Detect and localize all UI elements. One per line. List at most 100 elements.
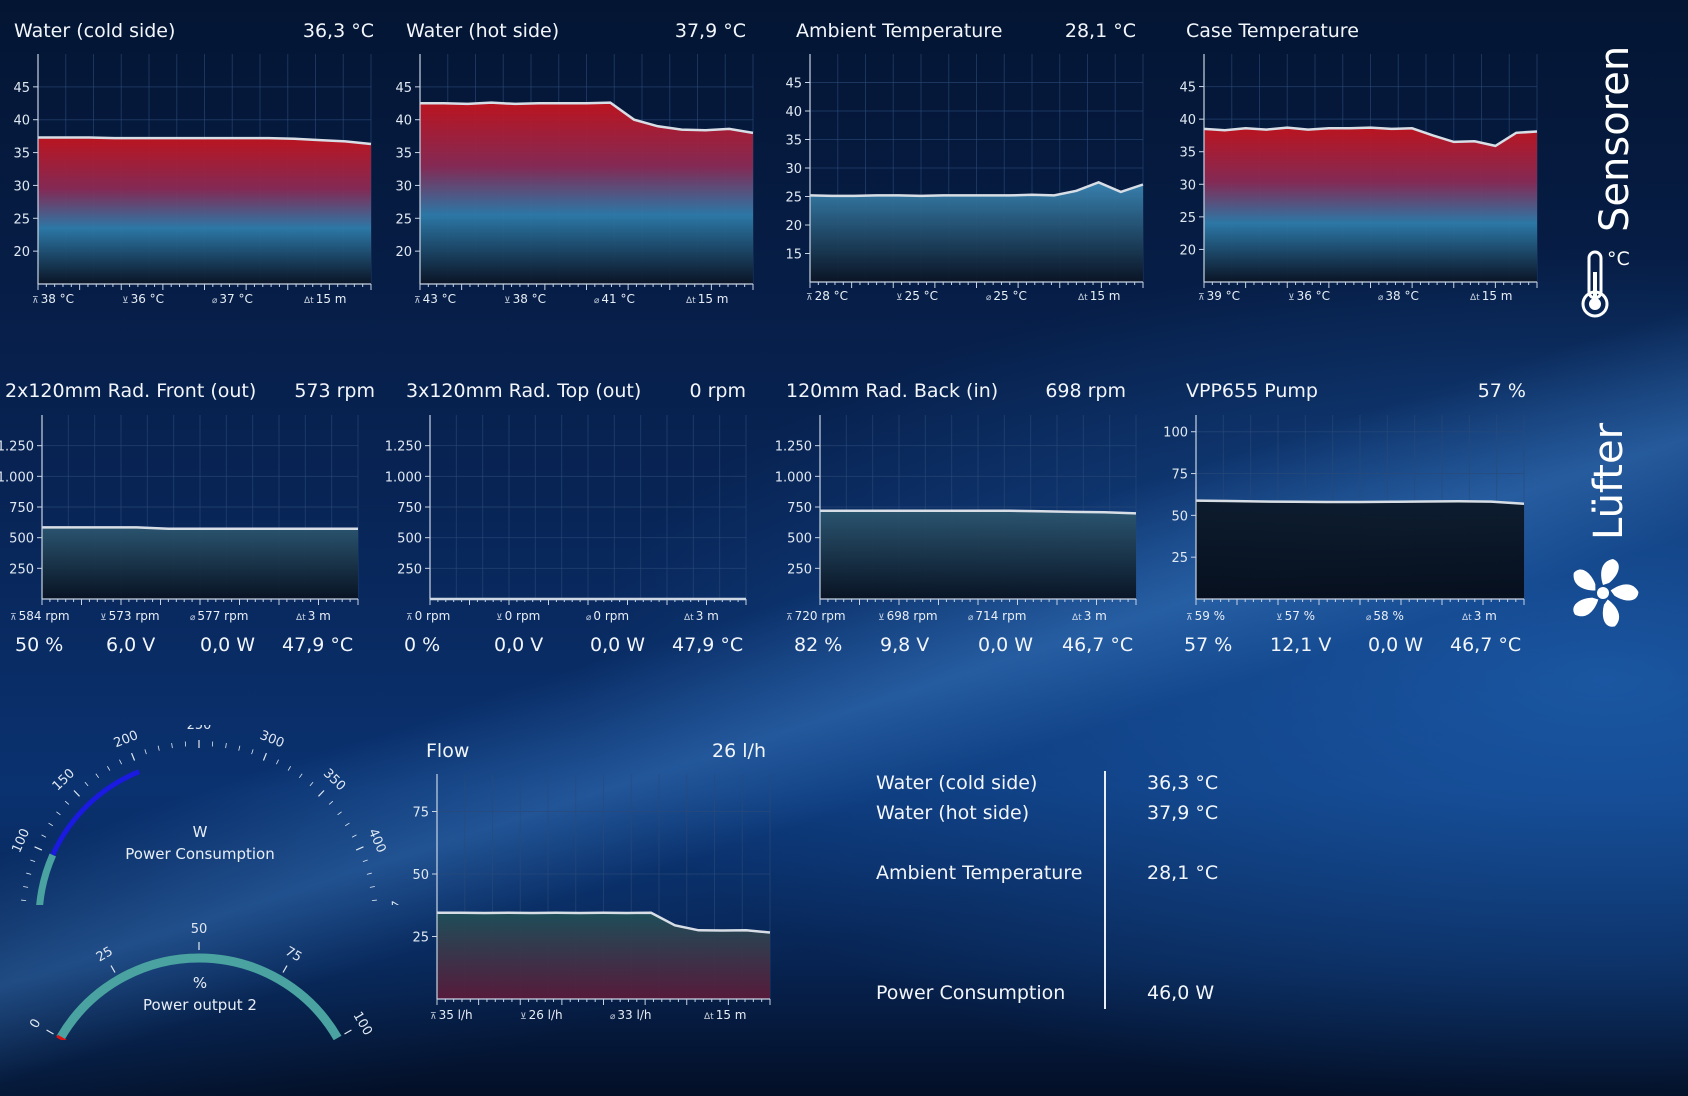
y-tick-label: 1.250 xyxy=(775,440,812,455)
y-tick-label: 25 xyxy=(785,191,802,206)
y-tick-label: 20 xyxy=(785,219,802,234)
gauge-minor-tick xyxy=(157,745,160,751)
series-area xyxy=(820,510,1136,599)
y-tick-label: 25 xyxy=(1179,211,1196,226)
fan-reading-duty: 57 % xyxy=(1184,634,1233,656)
gauge-minor-tick xyxy=(171,743,173,749)
gauge-minor-tick xyxy=(48,822,53,827)
summary-label: Water (cold side) xyxy=(876,772,1038,794)
chart-fans-1: 1.250 1.000 750 500 250 xyxy=(385,415,747,605)
stat-span: Δt 15 m xyxy=(1078,289,1121,303)
chart-fans-2: 1.250 1.000 750 500 250 xyxy=(775,415,1137,605)
fan-reading-duty: 50 % xyxy=(15,634,64,656)
series-area xyxy=(420,102,753,284)
y-tick-label: 45 xyxy=(1179,81,1196,96)
y-tick-label: 500 xyxy=(397,532,422,547)
panel-title: 3x120mm Rad. Top (out) xyxy=(406,380,642,402)
sensors-section-label: Sensoren xyxy=(1592,45,1638,232)
sensor-panel-water-hot: Water (hot side) 37,9 °C xyxy=(406,20,746,310)
panel-title: Water (cold side) xyxy=(14,20,176,42)
stat-min: ⊻ 38 °C xyxy=(504,292,547,306)
series-area xyxy=(1204,127,1537,282)
y-tick-label: 40 xyxy=(1179,113,1196,128)
stat-avg: ⌀ 38 °C xyxy=(1378,289,1419,303)
stat-span: Δt 3 m xyxy=(1462,609,1497,623)
y-tick-label: 75 xyxy=(412,806,429,821)
gauge-tick xyxy=(344,1029,352,1035)
y-tick-label: 750 xyxy=(397,501,422,516)
fan-reading-temp: 47,9 °C xyxy=(672,634,744,656)
y-tick-label: 35 xyxy=(1179,146,1196,161)
power-consumption-gauge: 050100150200250300350400450500 xyxy=(0,725,400,905)
y-tick-label: 50 xyxy=(1171,509,1188,524)
gauge-minor-tick xyxy=(345,822,350,827)
y-tick-label: 20 xyxy=(395,245,412,260)
y-tick-label: 30 xyxy=(395,179,412,194)
panel-value: 37,9 °C xyxy=(674,20,746,42)
y-tick-label: 500 xyxy=(787,532,812,547)
stat-max: ⊼ 584 rpm xyxy=(10,609,70,623)
panel-title: 2x120mm Rad. Front (out) xyxy=(5,380,257,402)
gauge-tick xyxy=(282,965,288,973)
chart-sensors-3: 45 40 35 30 25 20 xyxy=(1179,54,1538,288)
stat-span: Δt 3 m xyxy=(296,609,331,623)
stat-avg: ⌀ 714 rpm xyxy=(968,609,1027,623)
y-tick-label: 750 xyxy=(9,501,34,516)
sensor-panel-water-cold: Water (cold side) 36,3 °C xyxy=(14,20,374,310)
gauge-arc-teal xyxy=(36,853,56,905)
stat-avg: ⌀ 37 °C xyxy=(212,292,253,306)
series-line xyxy=(1203,126,1538,148)
fans-section-label: Lüfter xyxy=(1586,422,1632,540)
y-tick-label: 500 xyxy=(9,532,34,547)
stat-min: ⊻ 26 l/h xyxy=(520,1008,563,1022)
y-tick-label: 25 xyxy=(1171,551,1188,566)
y-tick-label: 250 xyxy=(787,562,812,577)
gauge-minor-tick xyxy=(107,766,111,771)
panel-title: VPP655 Pump xyxy=(1186,380,1318,402)
sensors-unit-label: °C xyxy=(1607,248,1630,270)
stat-min: ⊻ 25 °C xyxy=(896,289,939,303)
sensor-panel-case: Case Temperature xyxy=(1186,20,1526,310)
gauge-tick xyxy=(46,1029,54,1035)
panel-value: 36,3 °C xyxy=(302,20,374,42)
y-tick-label: 25 xyxy=(395,212,412,227)
gauge-tick-label: 250 xyxy=(187,725,212,733)
series-area xyxy=(437,912,770,999)
y-tick-label: 40 xyxy=(13,114,30,129)
stat-max: ⊼ 39 °C xyxy=(1198,289,1241,303)
chart-sensors-0: 45 40 35 30 25 20 xyxy=(13,54,372,290)
gauge-tick xyxy=(262,752,267,761)
y-tick-label: 1.000 xyxy=(385,470,422,485)
fan-reading-temp: 46,7 °C xyxy=(1062,634,1134,656)
thermometer-icon xyxy=(1577,248,1617,324)
gauge-tick-label: 150 xyxy=(50,766,78,794)
gauge-tick xyxy=(73,790,80,797)
stat-avg: ⌀ 577 rpm xyxy=(190,609,249,623)
stat-avg: ⌀ 33 l/h xyxy=(610,1008,652,1022)
y-tick-label: 45 xyxy=(785,77,802,92)
fan-reading-voltage: 6,0 V xyxy=(106,634,156,656)
stat-span: Δt 15 m xyxy=(704,1008,747,1022)
stat-min: ⊻ 36 °C xyxy=(1288,289,1331,303)
panel-title: Case Temperature xyxy=(1186,20,1359,42)
gauge-tick-label: 200 xyxy=(112,728,141,751)
series-line xyxy=(820,509,1137,515)
fan-reading-temp: 47,9 °C xyxy=(282,634,354,656)
stat-span: Δt 15 m xyxy=(686,292,729,306)
stat-max: ⊼ 38 °C xyxy=(32,292,75,306)
panel-title: Ambient Temperature xyxy=(796,20,1003,42)
series-line xyxy=(809,180,1144,198)
y-tick-label: 25 xyxy=(13,212,30,227)
series-line xyxy=(1195,499,1525,505)
y-tick-label: 75 xyxy=(1171,468,1188,483)
gauge-minor-tick xyxy=(328,800,334,805)
gauge-minor-tick xyxy=(309,781,314,787)
summary-label: Ambient Temperature xyxy=(876,862,1083,884)
series-area xyxy=(1196,500,1524,599)
gauge-minor-tick xyxy=(369,886,375,888)
y-tick-label: 35 xyxy=(785,134,802,149)
stat-avg: ⌀ 58 % xyxy=(1366,609,1404,623)
gauge-minor-tick xyxy=(84,781,89,787)
flow-panel: Flow 26 l/h xyxy=(426,740,766,1030)
